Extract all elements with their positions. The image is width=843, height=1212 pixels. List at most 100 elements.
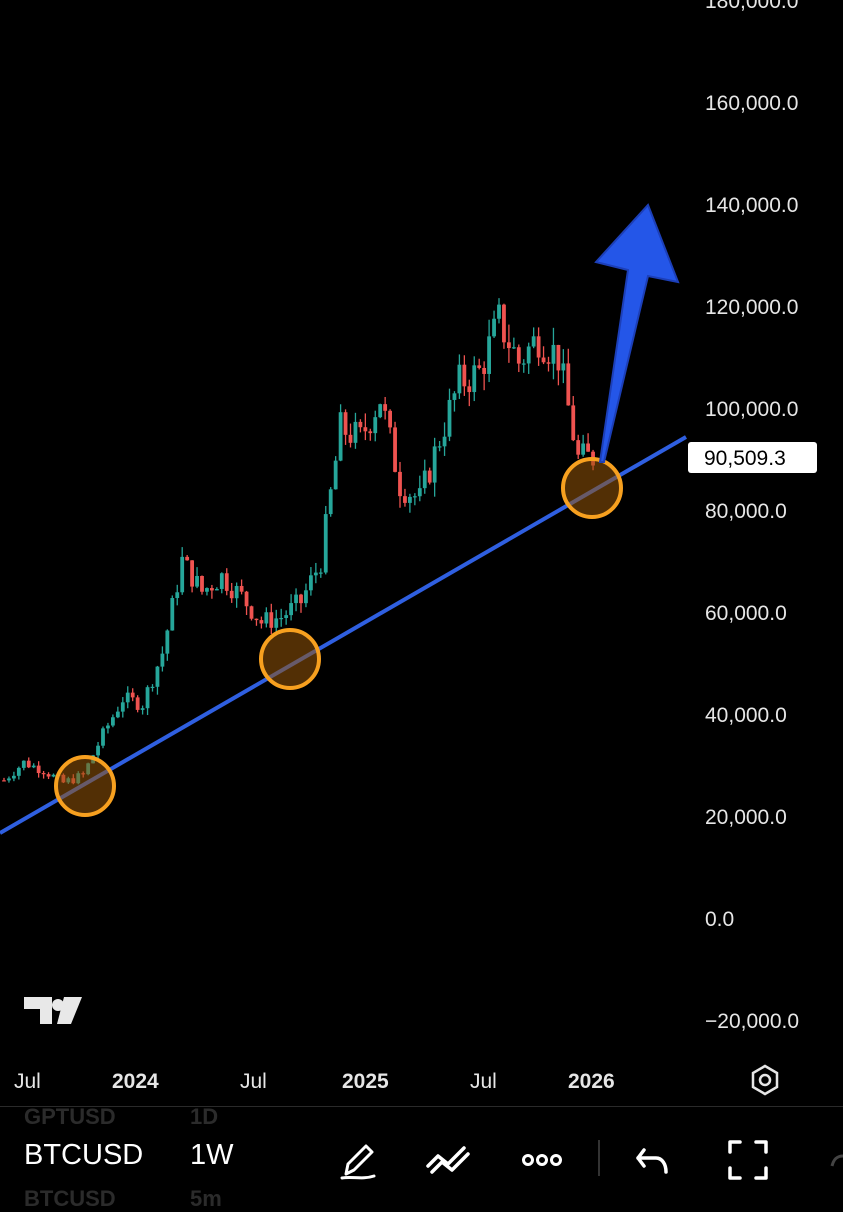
candle-body (482, 367, 487, 374)
scroll-ghost-symbol-below: BTCUSD (24, 1186, 116, 1211)
candle-body (546, 362, 551, 364)
candle-body (556, 344, 561, 371)
time-tick-label: 2024 (112, 1070, 159, 1093)
scroll-ghost-timeframe-below: 5m (190, 1186, 222, 1211)
candle-body (343, 412, 348, 435)
candle-body (328, 489, 333, 515)
candle-body (229, 590, 234, 599)
candle-body (497, 304, 501, 319)
symbol-selector[interactable]: BTCUSD (24, 1139, 144, 1171)
candle-body (239, 585, 244, 592)
pencil-icon[interactable] (334, 1136, 382, 1184)
candle-body (318, 572, 323, 574)
candle-body (472, 365, 477, 393)
candle-body (160, 653, 165, 667)
candle-body (373, 417, 378, 434)
price-axis[interactable]: 180,000.0 160,000.0 140,000.0 120,000.0 100,… (705, 0, 799, 1033)
candle-body (412, 496, 417, 498)
candle-body (338, 412, 343, 461)
candle-body (165, 630, 170, 654)
candle-body (180, 556, 185, 593)
price-tick-label: 20,000.0 (705, 806, 787, 829)
candle-body (477, 365, 482, 368)
candle-body (432, 446, 437, 483)
candle-body (140, 708, 145, 710)
price-chart[interactable]: 180,000.0 160,000.0 140,000.0 120,000.0 100,… (0, 0, 843, 1105)
last-price-tag: 90,509.3 (688, 442, 817, 473)
candle-body (2, 780, 6, 782)
candle-body (190, 560, 194, 587)
candle-body (304, 590, 308, 604)
price-tick-label: 60,000.0 (705, 602, 787, 625)
scroll-ghost-symbol-above: GPTUSD (24, 1104, 116, 1129)
candle-body (358, 421, 363, 428)
candle-body (150, 686, 155, 689)
candle-body (521, 363, 526, 365)
candle-body (502, 304, 506, 343)
candle-body (422, 470, 427, 489)
candle-body (16, 767, 21, 776)
candle-body (363, 427, 368, 432)
candle-body (561, 363, 566, 371)
candle-body (447, 399, 452, 437)
more-dots-icon[interactable] (518, 1136, 566, 1184)
chart-settings-icon[interactable] (751, 1064, 779, 1096)
candle-body (541, 357, 546, 363)
time-axis[interactable]: Jul 2024 Jul 2025 Jul 2026 (14, 1070, 615, 1093)
candle-body (531, 336, 536, 347)
candle-body (299, 594, 303, 604)
candle-body (106, 725, 110, 729)
candle-body (279, 618, 284, 620)
undo-icon[interactable] (630, 1136, 678, 1184)
candle-body (130, 692, 135, 698)
candle-body (403, 496, 407, 503)
candle-body (368, 431, 373, 434)
candle-body (526, 346, 531, 364)
candle-body (566, 363, 571, 406)
candle-body (274, 618, 279, 628)
candle-body (101, 728, 105, 746)
candle-body (507, 342, 511, 349)
candle-body (51, 774, 56, 777)
candle-body (581, 443, 586, 455)
candle-body (586, 443, 590, 452)
candle-body (348, 434, 353, 443)
candle-body (7, 778, 11, 781)
support-touch-circle (54, 755, 116, 817)
price-tick-label: 120,000.0 (705, 296, 798, 319)
candle-body (210, 588, 214, 591)
price-tick-label: 140,000.0 (705, 194, 798, 217)
candle-body (442, 436, 447, 447)
candle-body (492, 318, 496, 337)
fullscreen-icon[interactable] (724, 1136, 772, 1184)
candle-body (289, 603, 293, 616)
candle-body (96, 745, 100, 756)
support-touch-circle (259, 628, 321, 690)
candle-body (125, 692, 130, 703)
candle-body (284, 615, 289, 619)
candle-body (12, 775, 16, 779)
price-tick-label: 100,000.0 (705, 398, 798, 421)
candle-body (249, 606, 254, 619)
time-tick-label: 2025 (342, 1070, 389, 1093)
candle-body (294, 594, 298, 604)
candle-body (536, 336, 541, 358)
candle-body (457, 364, 462, 394)
candle-body (244, 591, 249, 607)
bottom-toolbar (0, 1106, 843, 1201)
candle-body (264, 612, 269, 624)
candle-body (224, 573, 229, 591)
time-tick-label: Jul (14, 1070, 41, 1093)
timeframe-selector[interactable]: 1W (190, 1139, 234, 1171)
price-tick-label: 80,000.0 (705, 500, 787, 523)
candle-body (417, 488, 422, 497)
candle-body (388, 410, 392, 428)
candle-body (135, 697, 140, 710)
candle-body (46, 774, 51, 777)
candle-body (205, 588, 209, 592)
trend-tools-icon[interactable] (424, 1136, 472, 1184)
time-tick-label: Jul (240, 1070, 267, 1093)
candle-body (111, 717, 115, 726)
price-tick-label: 160,000.0 (705, 92, 798, 115)
candle-body (452, 393, 457, 400)
